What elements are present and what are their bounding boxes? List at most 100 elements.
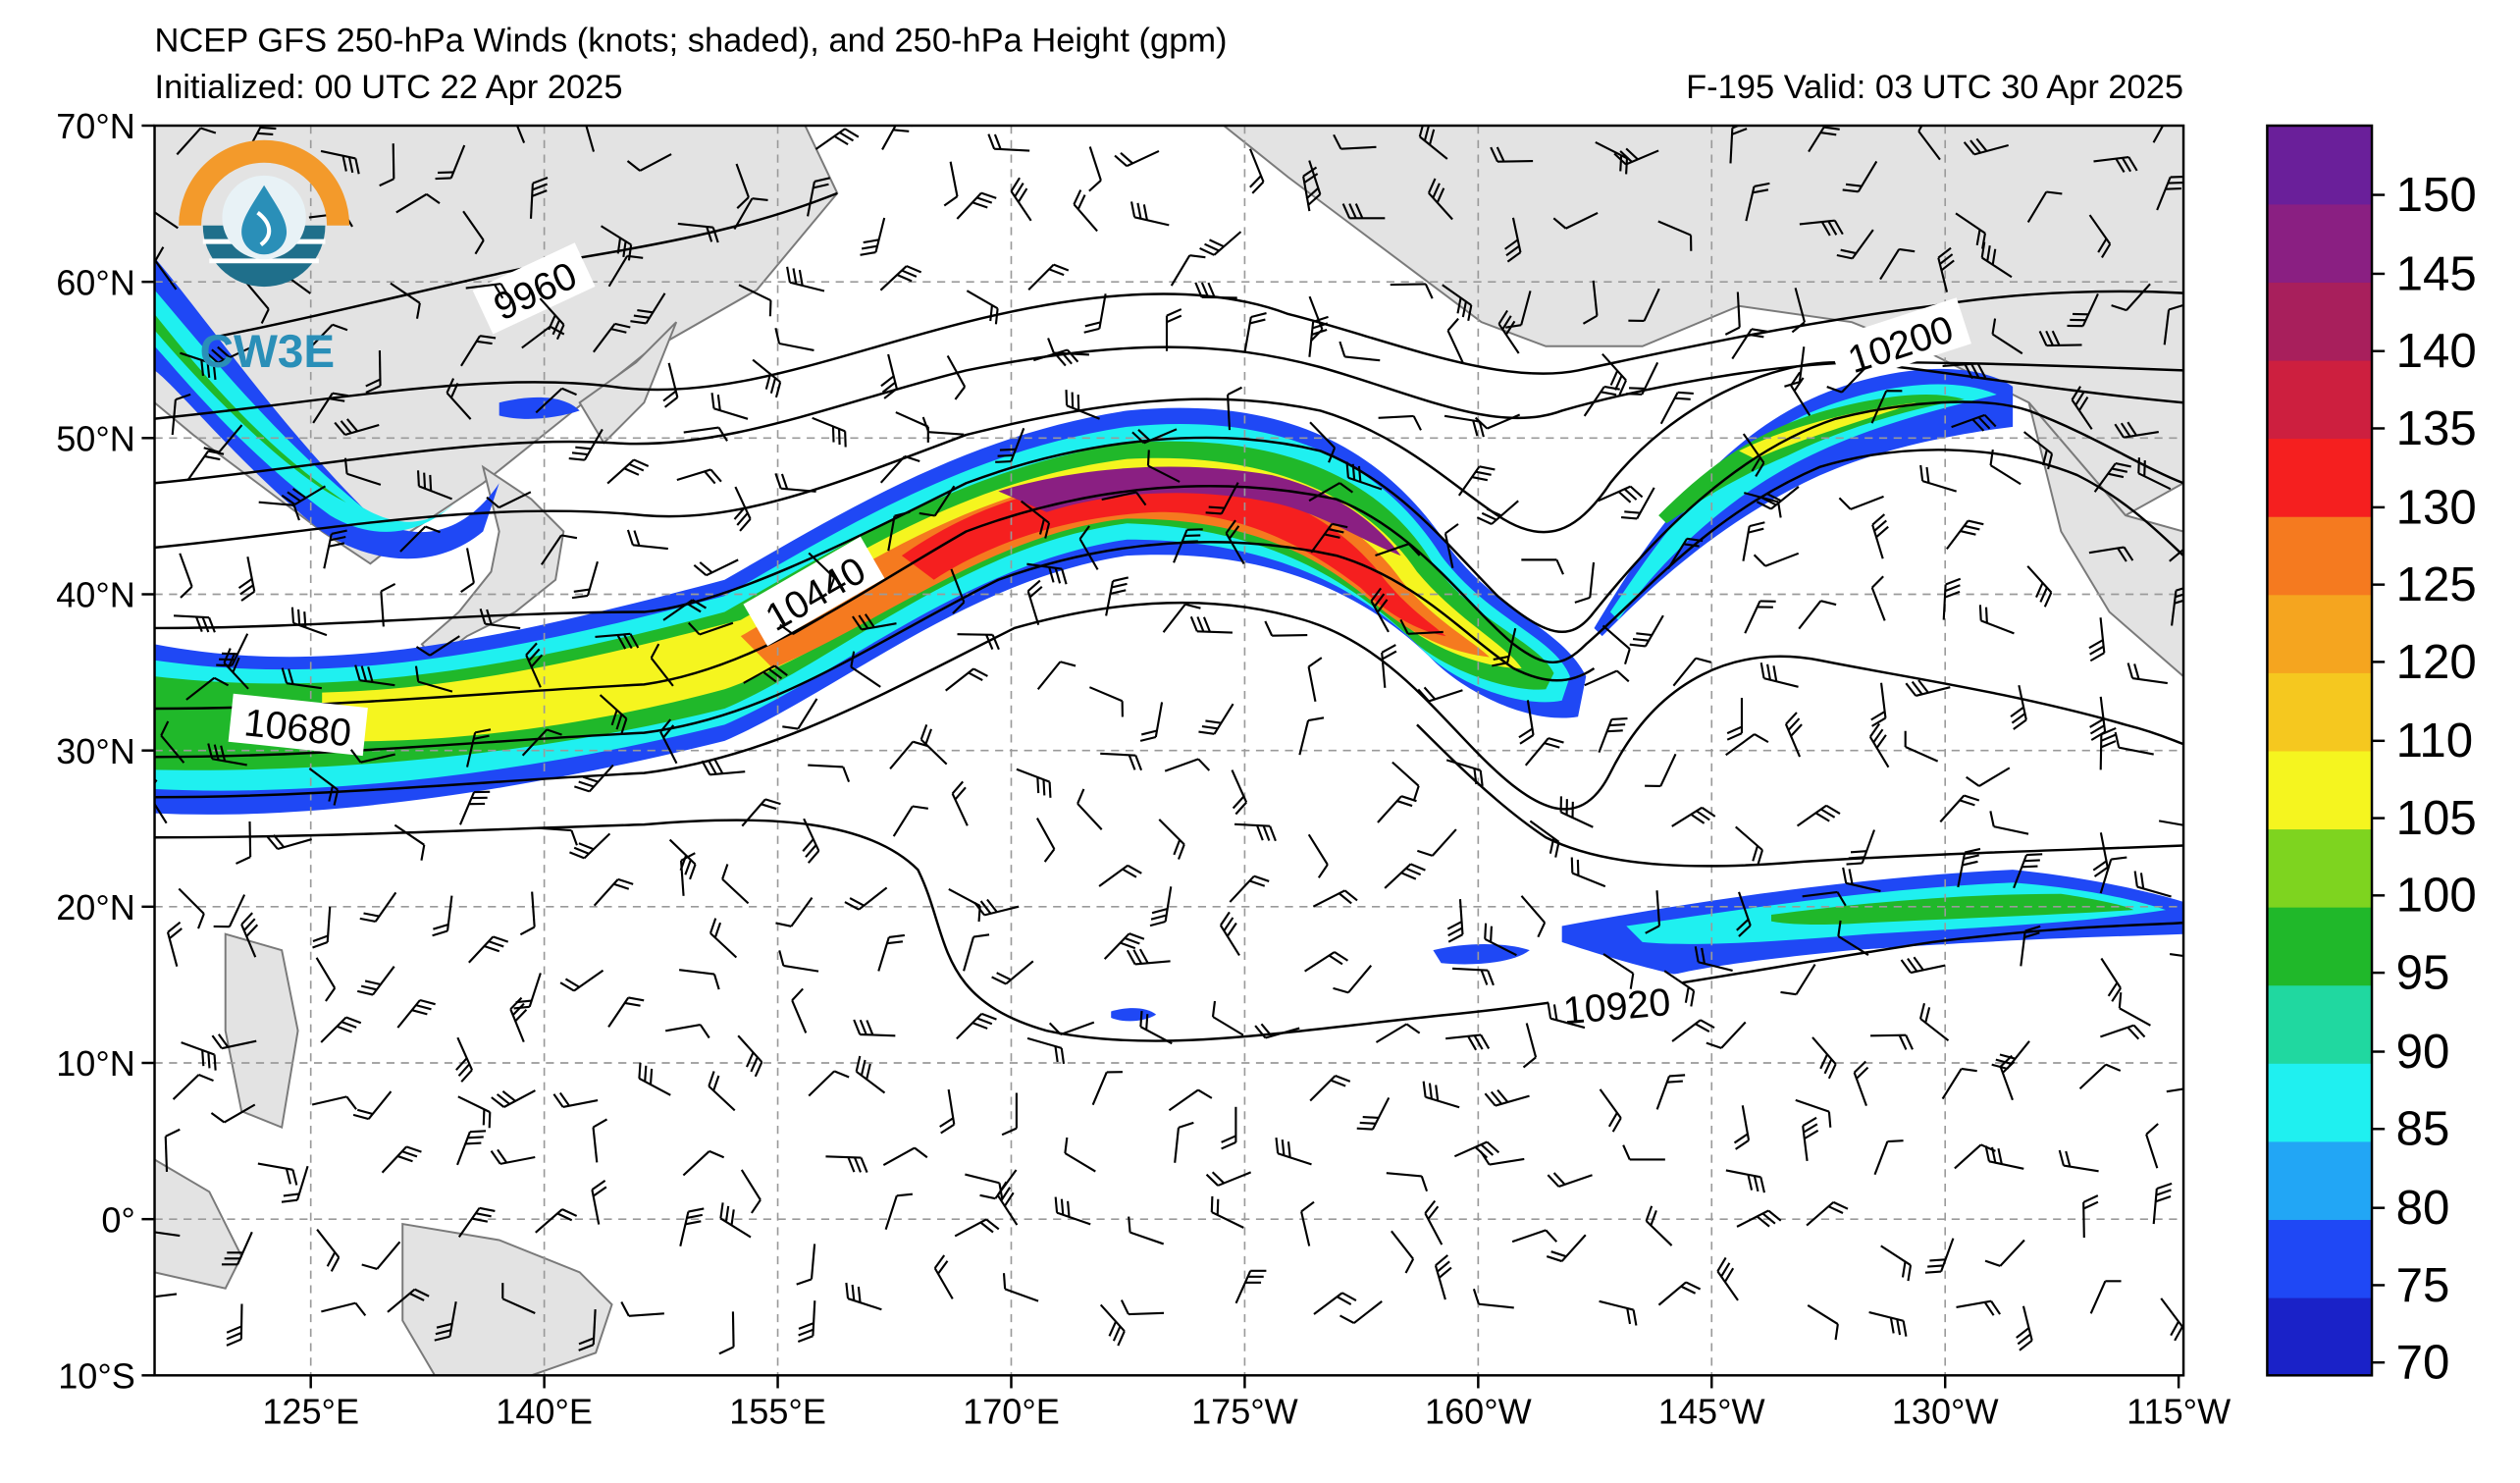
- wind-barb: [1131, 428, 1178, 445]
- wind-barb: [1035, 818, 1056, 863]
- wind-barb: [733, 486, 752, 532]
- wind-barb: [973, 898, 1020, 917]
- wind-barb: [2088, 617, 2106, 662]
- wind-barb: [1073, 189, 1098, 233]
- wind-barb: [1759, 662, 1799, 688]
- wind-barb: [2022, 431, 2054, 470]
- wind-barb: [166, 921, 183, 967]
- wind-barb: [1900, 956, 1946, 975]
- wind-barb: [708, 1071, 736, 1112]
- wind-barb: [737, 1034, 763, 1078]
- wind-barb: [1795, 1098, 1832, 1128]
- wind-barb: [1745, 182, 1770, 222]
- wind-barb: [1602, 953, 1635, 989]
- wind-barb: [315, 957, 337, 1002]
- wind-barb: [693, 558, 739, 577]
- colorbar-label: 120: [2396, 635, 2477, 689]
- wind-barb: [1836, 229, 1874, 260]
- wind-barb: [1048, 1021, 1095, 1035]
- wind-barb: [226, 1303, 243, 1347]
- wind-barb: [1221, 1106, 1237, 1150]
- wind-barb: [701, 759, 746, 776]
- contour-c: [154, 360, 2184, 550]
- wind-barb: [1963, 137, 2009, 156]
- jet-northeast-yellow: [1739, 402, 1916, 459]
- wind-barb: [380, 582, 396, 627]
- wind-barb: [1736, 1209, 1782, 1228]
- wind-barb: [1264, 620, 1308, 637]
- wind-barb: [735, 163, 750, 209]
- wind-barb: [258, 501, 300, 521]
- wind-barb: [457, 1095, 492, 1129]
- wind-barb: [186, 450, 225, 481]
- wind-barb: [2152, 1182, 2173, 1225]
- wind-barb: [455, 1036, 474, 1083]
- wind-barb: [180, 351, 217, 381]
- wind-barb: [316, 1229, 341, 1272]
- land-kamchatka: [578, 321, 678, 445]
- wind-barb: [529, 177, 549, 219]
- wind-barb: [2163, 303, 2184, 345]
- colorbar: 150 145 140 135 130 125 120 110 105 100 95 90 85 80 75…: [2266, 124, 2477, 1390]
- wind-barb: [1308, 315, 1329, 357]
- contour-10680: [154, 602, 2184, 811]
- wind-barb: [1559, 796, 1594, 828]
- contour-10920-a: [154, 819, 2184, 1042]
- wind-barb: [659, 718, 678, 765]
- wind-barb: [207, 743, 247, 767]
- wind-barb: [855, 1055, 886, 1094]
- wind-barb: [1802, 890, 1847, 907]
- wind-barb: [884, 1192, 913, 1230]
- wind-barb: [1724, 291, 1741, 336]
- wind-barb: [1802, 1116, 1819, 1162]
- contour-10440: [154, 449, 2184, 711]
- colorbar-cell: [2267, 594, 2373, 673]
- wind-barb: [662, 599, 708, 621]
- wind-barb: [320, 149, 360, 175]
- wind-barb: [679, 969, 720, 990]
- wind-barb: [1165, 308, 1182, 351]
- lat-label-60n: 60°N: [56, 262, 135, 302]
- wind-barb: [434, 1300, 457, 1342]
- wind-barb: [721, 864, 750, 905]
- wind-barb: [791, 987, 808, 1033]
- wind-barb: [361, 1241, 401, 1270]
- wind-barb: [1158, 819, 1185, 860]
- wind-barb: [1492, 627, 1517, 667]
- wind-barb: [1225, 519, 1245, 565]
- wind-barb: [808, 764, 851, 782]
- wind-barb: [415, 635, 460, 657]
- wind-barb: [154, 1282, 178, 1299]
- wind-barb: [365, 350, 382, 394]
- wind-barb: [774, 473, 816, 493]
- wind-barb: [1621, 487, 1655, 520]
- wind-barb: [2093, 462, 2131, 493]
- wind-barb: [1599, 1088, 1622, 1133]
- wind-barb: [1424, 1199, 1444, 1245]
- wind-barb: [963, 933, 990, 972]
- wind-barb: [2099, 726, 2117, 770]
- wind-barb: [2152, 125, 2172, 143]
- wind-barb: [1149, 886, 1173, 927]
- wind-barb: [676, 468, 722, 485]
- wind-barb: [1879, 247, 1916, 281]
- wind-barb: [1211, 1000, 1244, 1036]
- wind-barb: [2088, 546, 2134, 562]
- wind-barb: [2100, 1024, 2146, 1040]
- wind-barb: [880, 353, 898, 399]
- wind-barb: [381, 1145, 422, 1174]
- wind-barb: [1227, 386, 1242, 431]
- wind-barb: [552, 1091, 599, 1108]
- wind-barb: [1002, 1273, 1039, 1302]
- cw3e-logo: CW3E: [179, 139, 350, 378]
- wind-barb: [1173, 528, 1203, 563]
- wind-barb: [479, 608, 521, 630]
- wind-barb: [244, 281, 270, 324]
- wind-barb: [1088, 686, 1124, 717]
- wind-barb: [2093, 155, 2138, 174]
- wind-barb: [1312, 889, 1358, 908]
- wind-barb: [879, 265, 922, 291]
- wind-barb: [1399, 618, 1444, 635]
- wind-barb: [1547, 1172, 1593, 1188]
- wind-barb: [312, 906, 332, 949]
